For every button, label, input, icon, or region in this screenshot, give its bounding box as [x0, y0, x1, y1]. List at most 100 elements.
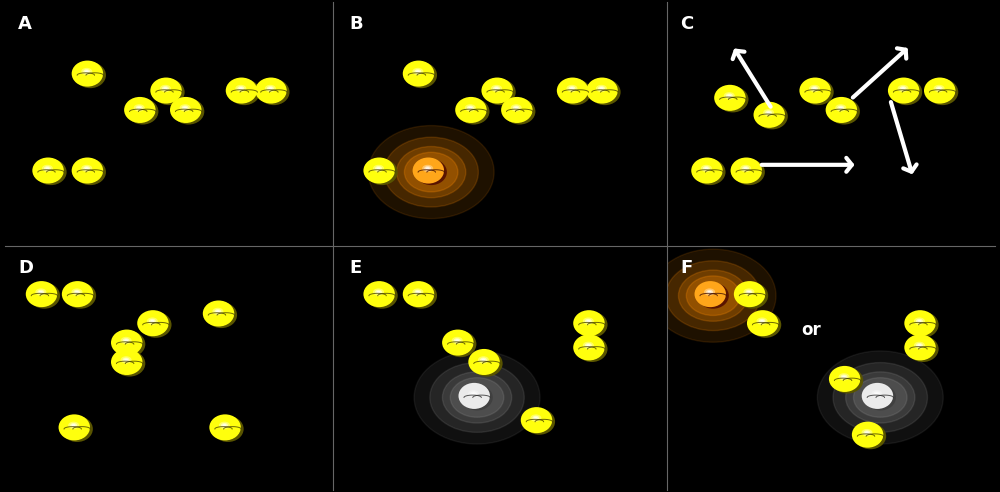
Circle shape: [650, 249, 776, 342]
Ellipse shape: [802, 79, 829, 102]
Ellipse shape: [740, 165, 756, 178]
Ellipse shape: [121, 357, 136, 369]
Ellipse shape: [873, 392, 880, 396]
Ellipse shape: [580, 315, 600, 332]
Ellipse shape: [177, 102, 197, 119]
Ellipse shape: [898, 85, 909, 92]
Ellipse shape: [742, 166, 749, 171]
Ellipse shape: [480, 358, 487, 362]
Ellipse shape: [366, 159, 398, 185]
Ellipse shape: [89, 171, 92, 173]
Ellipse shape: [600, 88, 609, 95]
Ellipse shape: [719, 89, 743, 108]
Ellipse shape: [501, 97, 533, 123]
Ellipse shape: [730, 97, 735, 101]
Ellipse shape: [573, 90, 578, 94]
Ellipse shape: [693, 159, 721, 182]
Ellipse shape: [137, 107, 141, 109]
Ellipse shape: [114, 331, 145, 357]
Ellipse shape: [932, 84, 950, 99]
Ellipse shape: [162, 86, 169, 91]
Ellipse shape: [835, 104, 851, 118]
Ellipse shape: [428, 170, 433, 174]
Ellipse shape: [729, 96, 736, 102]
Ellipse shape: [581, 316, 599, 332]
Ellipse shape: [223, 425, 232, 432]
Ellipse shape: [577, 313, 602, 334]
Ellipse shape: [424, 166, 437, 177]
Ellipse shape: [484, 361, 489, 366]
Ellipse shape: [842, 375, 846, 378]
Ellipse shape: [879, 396, 882, 399]
Ellipse shape: [61, 416, 93, 442]
Ellipse shape: [417, 72, 424, 78]
Ellipse shape: [83, 166, 90, 171]
Ellipse shape: [34, 287, 52, 303]
Ellipse shape: [856, 425, 880, 445]
Ellipse shape: [534, 417, 538, 419]
Ellipse shape: [85, 70, 89, 73]
Ellipse shape: [80, 164, 98, 179]
Ellipse shape: [702, 287, 721, 303]
Ellipse shape: [468, 390, 484, 403]
Ellipse shape: [483, 78, 512, 103]
Ellipse shape: [407, 64, 431, 84]
Ellipse shape: [704, 167, 708, 170]
Ellipse shape: [905, 335, 935, 360]
Ellipse shape: [63, 282, 93, 307]
Ellipse shape: [426, 168, 435, 176]
Ellipse shape: [35, 159, 62, 182]
Ellipse shape: [716, 87, 744, 110]
Ellipse shape: [595, 85, 612, 98]
Ellipse shape: [757, 317, 768, 325]
Ellipse shape: [890, 79, 918, 102]
Ellipse shape: [697, 162, 719, 180]
Ellipse shape: [371, 287, 390, 303]
Ellipse shape: [807, 84, 826, 99]
Ellipse shape: [31, 285, 53, 304]
Ellipse shape: [363, 157, 395, 184]
Ellipse shape: [749, 312, 777, 335]
Ellipse shape: [867, 387, 889, 405]
Ellipse shape: [834, 103, 852, 118]
Ellipse shape: [832, 102, 853, 119]
Ellipse shape: [511, 104, 522, 112]
Ellipse shape: [894, 82, 916, 100]
Ellipse shape: [838, 107, 849, 116]
Ellipse shape: [489, 84, 508, 99]
Ellipse shape: [736, 283, 764, 306]
Ellipse shape: [416, 160, 442, 182]
Ellipse shape: [368, 161, 392, 181]
Ellipse shape: [577, 337, 602, 358]
Ellipse shape: [63, 418, 87, 438]
Ellipse shape: [132, 103, 150, 118]
Ellipse shape: [482, 360, 491, 367]
Ellipse shape: [65, 420, 85, 436]
Ellipse shape: [889, 78, 919, 103]
Ellipse shape: [74, 62, 102, 85]
Ellipse shape: [158, 84, 177, 99]
Ellipse shape: [587, 345, 596, 352]
Ellipse shape: [370, 286, 390, 303]
Ellipse shape: [529, 413, 547, 429]
Text: E: E: [349, 259, 361, 277]
Ellipse shape: [366, 282, 398, 308]
Ellipse shape: [759, 106, 781, 124]
Ellipse shape: [566, 85, 582, 98]
Ellipse shape: [265, 86, 280, 97]
Ellipse shape: [213, 417, 239, 438]
Ellipse shape: [451, 337, 468, 350]
Ellipse shape: [701, 286, 721, 303]
Ellipse shape: [223, 424, 226, 427]
Ellipse shape: [179, 104, 195, 118]
Ellipse shape: [62, 281, 93, 307]
Ellipse shape: [124, 359, 128, 361]
Ellipse shape: [231, 82, 253, 100]
Ellipse shape: [843, 110, 846, 113]
Ellipse shape: [371, 164, 390, 179]
Ellipse shape: [743, 288, 759, 302]
Ellipse shape: [208, 305, 230, 323]
Ellipse shape: [745, 290, 752, 294]
Ellipse shape: [111, 330, 142, 356]
Ellipse shape: [375, 166, 387, 177]
